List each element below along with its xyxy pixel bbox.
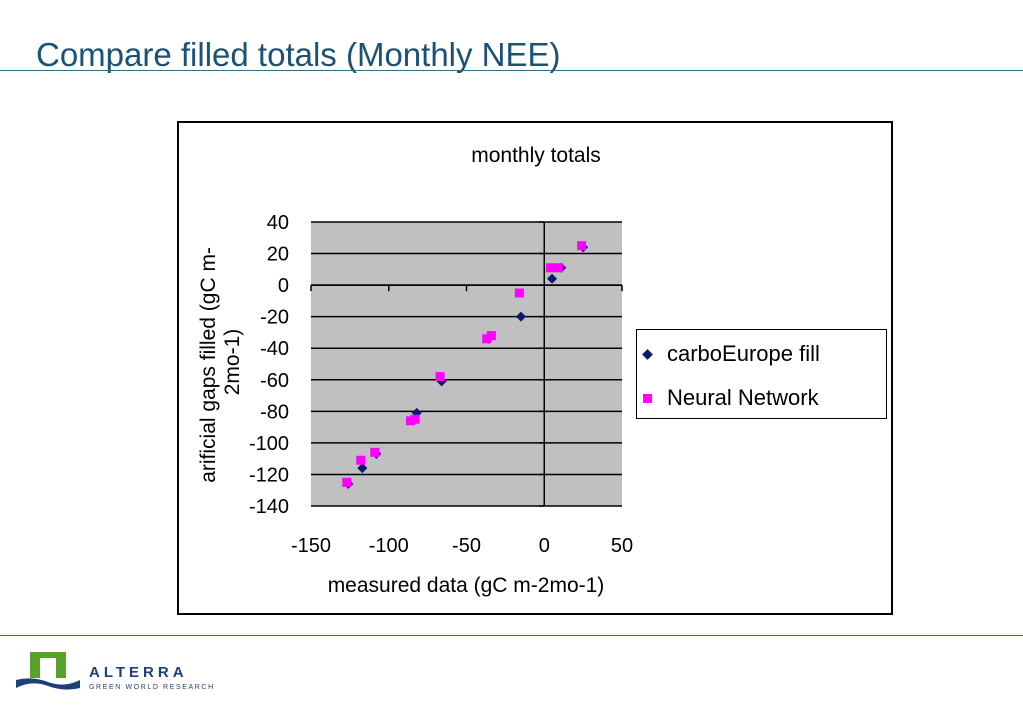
footer-divider [0, 635, 1023, 636]
y-tick-label: 20 [267, 244, 289, 266]
y-tick-label: -80 [260, 401, 289, 423]
carboeurope-point [357, 463, 368, 474]
title-divider [0, 70, 1023, 71]
legend-label: Neural Network [667, 385, 819, 410]
slide-title: Compare filled totals (Monthly NEE) [36, 36, 561, 73]
x-tick-label: -150 [291, 535, 331, 557]
x-tick-label: 0 [539, 535, 550, 557]
neural-network-point [370, 447, 380, 457]
y-axis-label: arificial gaps filled (gC m- 2mo-1) [197, 241, 244, 483]
x-axis-label: measured data (gC m-2mo-1) [328, 574, 605, 597]
logo-name: ALTERRA [89, 664, 188, 681]
neural-network-point [577, 241, 587, 251]
neural-network-point [356, 455, 366, 465]
legend-entry-carboeurope: carboEurope fill [642, 341, 820, 367]
carboeurope-point [515, 311, 526, 322]
neural-network-point [486, 331, 496, 341]
y-tick-label: -100 [249, 433, 289, 455]
chart-title: monthly totals [471, 144, 601, 167]
square-marker-icon [643, 394, 652, 403]
legend-label: carboEurope fill [667, 341, 820, 366]
neural-network-point [545, 263, 555, 273]
chart-legend: carboEurope fill Neural Network [636, 329, 887, 419]
neural-network-point [406, 416, 416, 426]
x-tick-label: 50 [611, 535, 633, 557]
x-tick-label: -100 [369, 535, 409, 557]
legend-entry-neural-network: Neural Network [643, 385, 819, 411]
y-tick-label: -40 [260, 338, 289, 360]
carboeurope-point [547, 273, 558, 284]
y-tick-label: 40 [267, 212, 289, 234]
y-tick-label: 0 [278, 275, 289, 297]
neural-network-point [342, 477, 352, 487]
y-tick-label: -120 [249, 464, 289, 486]
x-tick-label: -50 [452, 535, 481, 557]
y-tick-label: -140 [249, 496, 289, 518]
neural-network-point [435, 372, 445, 382]
neural-network-point [553, 263, 563, 273]
logo-tagline: GREEN WORLD RESEARCH [89, 684, 215, 691]
y-tick-label: -20 [260, 307, 289, 329]
neural-network-point [482, 334, 492, 344]
y-tick-label: -60 [260, 370, 289, 392]
diamond-marker-icon [642, 349, 653, 360]
alterra-logo-icon [16, 652, 80, 690]
neural-network-point [410, 414, 420, 424]
neural-network-point [514, 288, 524, 298]
